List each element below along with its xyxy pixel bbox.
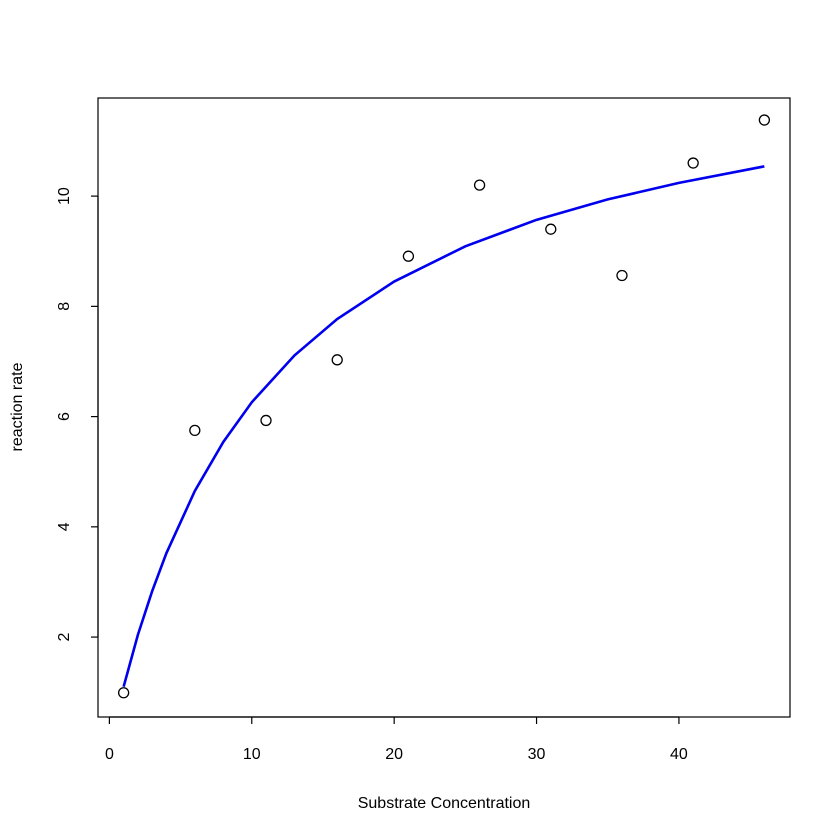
data-point <box>687 157 699 169</box>
data-point <box>473 179 486 191</box>
data-point <box>402 250 415 262</box>
y-tick-label: 10 <box>56 187 73 205</box>
x-tick-label: 10 <box>243 746 261 763</box>
data-point <box>331 354 343 366</box>
data-point <box>758 114 771 126</box>
data-point <box>545 223 557 235</box>
data-point <box>117 687 130 699</box>
x-tick-label: 0 <box>105 746 114 763</box>
plot-box <box>97 97 791 718</box>
x-axis-label: Substrate Concentration <box>358 795 531 812</box>
y-axis-label: reaction rate <box>9 362 26 451</box>
x-tick-label: 30 <box>528 746 546 763</box>
y-tick-label: 4 <box>56 522 73 531</box>
x-tick-label: 40 <box>670 746 688 763</box>
y-tick-label: 2 <box>56 633 73 642</box>
fit-line <box>122 165 765 688</box>
y-tick-label: 6 <box>56 412 73 421</box>
x-tick-label: 20 <box>385 746 403 763</box>
data-point <box>616 269 628 282</box>
y-tick-label: 8 <box>56 302 73 311</box>
data-point <box>189 424 201 437</box>
data-point <box>260 414 272 427</box>
